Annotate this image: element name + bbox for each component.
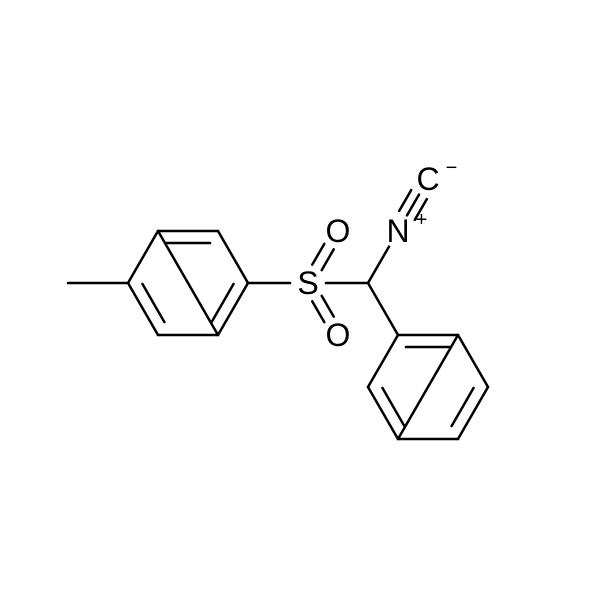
svg-text:O: O: [326, 213, 351, 249]
svg-text:C: C: [416, 161, 439, 197]
svg-text:S: S: [297, 265, 318, 301]
molecule-diagram: SOON+C−: [0, 0, 600, 600]
svg-text:−: −: [446, 157, 458, 179]
svg-text:N: N: [386, 213, 409, 249]
svg-text:O: O: [326, 317, 351, 353]
molecule-svg: SOON+C−: [0, 0, 600, 600]
svg-text:+: +: [416, 209, 428, 231]
